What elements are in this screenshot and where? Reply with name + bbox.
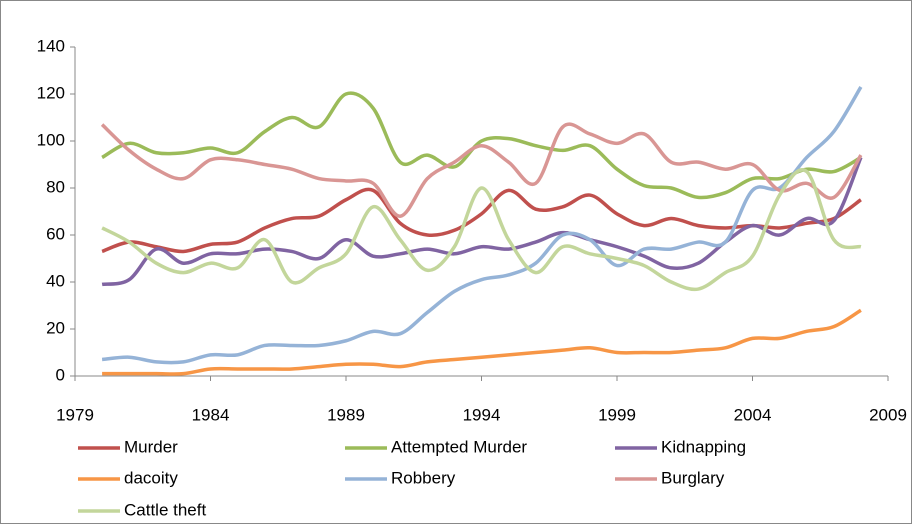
y-tick-label: 120 [37,83,65,102]
x-tick-label: 2004 [734,405,772,424]
y-tick-label: 60 [46,224,65,243]
series-line [101,168,862,292]
y-tick-label: 40 [46,271,65,290]
legend-label: Cattle theft [124,500,206,519]
series-line [100,122,863,218]
x-tick-label: 1989 [327,405,365,424]
y-tick-label: 140 [37,36,65,55]
x-tick-label: 2009 [869,405,907,424]
legend-label: dacoity [124,468,178,487]
y-tick-label: 100 [37,130,65,149]
y-tick-label: 20 [46,318,65,337]
legend-label: Murder [124,437,178,456]
x-tick-label: 1984 [192,405,230,424]
y-tick-label: 0 [56,365,65,384]
legend-label: Robbery [391,468,456,487]
y-tick-label: 80 [46,177,65,196]
series-line [101,156,863,287]
legend-label: Burglary [661,468,725,487]
legend-label: Kidnapping [661,437,746,456]
x-tick-label: 1994 [463,405,501,424]
series-line [101,91,862,200]
x-tick-label: 1999 [598,405,636,424]
series-line [101,86,863,365]
series-line [102,308,862,376]
x-tick-label: 1979 [56,405,94,424]
legend-label: Attempted Murder [391,437,527,456]
